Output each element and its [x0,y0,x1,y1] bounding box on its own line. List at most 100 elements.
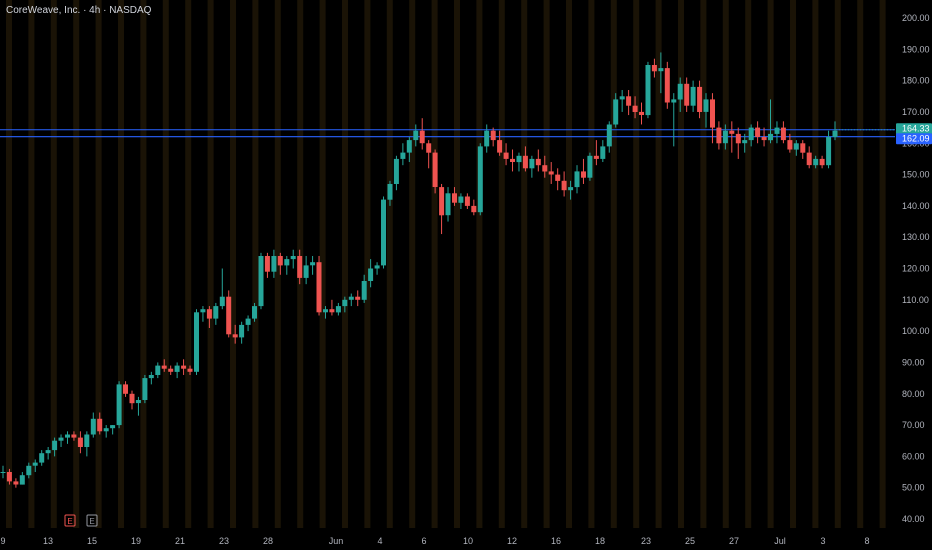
price-axis[interactable]: 40.00 50.00 60.00 70.00 80.00 90.00 100.00 110.… [902,13,930,524]
candle-body [239,324,245,338]
time-tick-label: 12 [507,536,517,546]
candle-body [174,365,180,372]
session-band [633,0,640,528]
candle [697,80,703,119]
session-band [364,0,371,528]
candle [284,255,290,275]
candle-body [445,193,451,216]
candle [406,136,412,163]
candle [445,187,451,222]
time-tick-label: 9 [0,536,5,546]
candle [600,140,606,163]
candle [593,140,599,166]
candle-body [65,434,70,438]
candle-body [297,256,303,278]
candle [374,262,380,275]
session-band [185,0,192,528]
candle-body [52,440,58,451]
session-band [655,0,662,528]
candle [142,374,148,404]
candle [535,149,541,172]
candle [432,149,438,194]
candle [200,306,206,322]
candle-body [677,83,683,100]
candle-body [97,418,103,432]
candle-body [658,68,664,72]
time-axis[interactable]: 9 13 15 19 21 23 28 Jun 4 6 10 12 16 18 23 25 27 Jul 3 8 [0,536,869,546]
candle-body [742,140,748,144]
earnings-event-icon[interactable]: E [64,514,76,527]
candle [787,133,793,153]
price-tick-label: 180.00 [902,76,930,86]
event-marker-label: E [67,517,72,526]
time-tick-label: 18 [595,536,605,546]
candle [135,396,141,416]
session-band [566,0,572,528]
price-tick-label: 50.00 [902,483,925,493]
session-band [162,0,169,528]
candle [232,324,238,344]
session-band [879,0,886,528]
candle [658,52,664,94]
candle-body [748,127,754,141]
candle [606,121,612,153]
event-marker-box [86,514,98,527]
candle-body [39,453,45,463]
candle [768,99,773,144]
candle-body [329,309,335,313]
event-icon[interactable]: E [86,514,98,527]
candle-body [387,184,393,200]
candle [329,299,335,316]
candle-body [645,65,651,116]
candle [780,121,786,144]
candle-body [800,143,806,153]
candle-body [510,158,515,162]
candle-body [316,262,322,313]
candle-body [323,309,328,313]
price-tick-label: 60.00 [902,451,925,461]
candle-body [587,155,593,178]
candle [826,130,832,169]
candle [619,90,625,112]
session-band [207,0,214,528]
candle [439,183,445,235]
candle [542,155,548,178]
candle [335,302,341,316]
candle-body [613,99,619,125]
candle [413,124,419,147]
candle-body [555,174,561,181]
candle [58,434,64,447]
candle-body [529,158,535,169]
symbol-title[interactable]: CoreWeave, Inc. · 4h · NASDAQ [6,5,152,16]
candle-body [768,133,773,141]
candle [168,365,174,375]
price-tick-label: 190.00 [902,44,930,54]
candle [626,90,632,116]
time-tick-label: Jun [329,536,344,546]
candle-body [581,171,586,178]
price-tick-label: 90.00 [902,357,925,367]
candle-body [568,187,574,191]
candle [703,93,709,128]
candle [110,425,116,435]
session-band [767,0,774,528]
time-tick-label: 23 [641,536,651,546]
candle [742,133,748,153]
candle [393,155,399,191]
session-band [834,0,841,528]
candle [361,274,367,303]
horizontal-lines [0,129,895,138]
candle [639,102,644,125]
line-price-badge [896,133,932,145]
candle [290,249,296,269]
candles [0,52,838,488]
price-tick-label: 170.00 [902,107,930,117]
candle-body [400,152,406,159]
candle [32,459,38,473]
session-band [50,0,57,528]
candle-body [71,434,77,438]
candle [310,255,316,275]
candle-body [464,196,470,206]
